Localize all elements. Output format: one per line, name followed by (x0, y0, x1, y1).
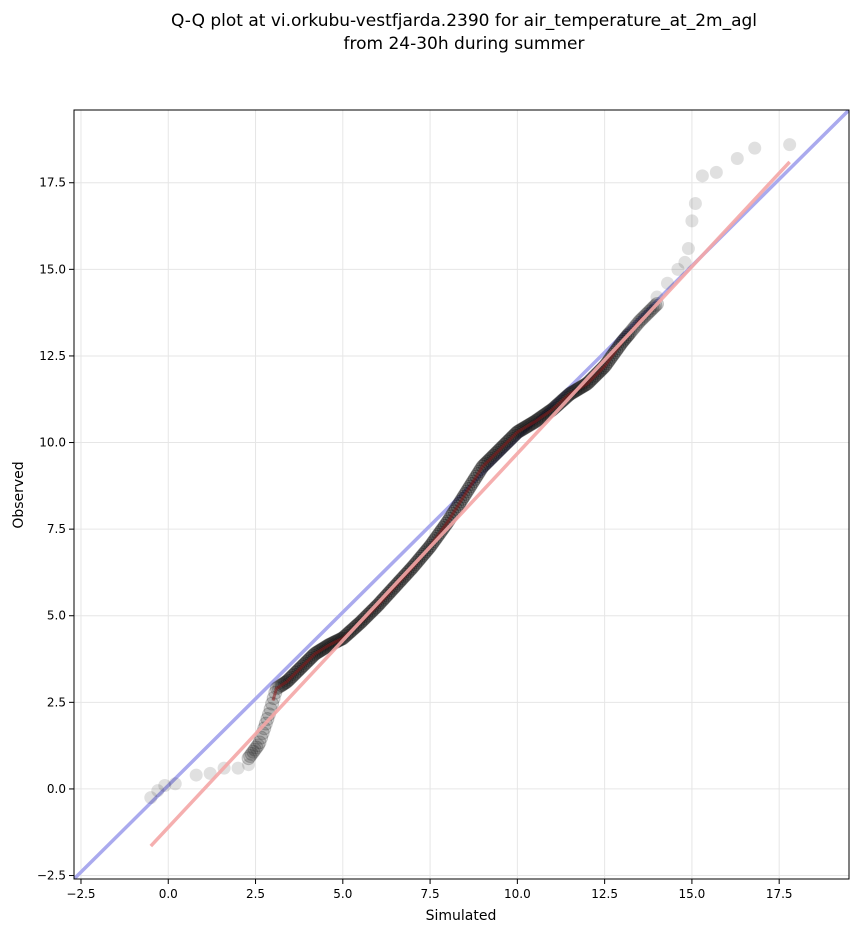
quantile-point (244, 746, 259, 761)
tail-point (158, 778, 172, 792)
x-tick-label: 0.0 (159, 887, 178, 901)
quantile-point (250, 738, 265, 753)
chart-title-line2: from 24-30h during summer (344, 34, 585, 54)
tail-point (688, 197, 702, 211)
tail-point (695, 169, 709, 183)
tail-point (685, 214, 699, 228)
y-tick-label: 5.0 (47, 609, 66, 623)
quantile-point (257, 721, 272, 736)
tail-point (671, 262, 685, 276)
y-tick-label: 10.0 (39, 436, 66, 450)
tail-point (144, 791, 158, 805)
tail-point (678, 255, 692, 269)
y-tick-label: 17.5 (39, 176, 66, 190)
fit-line (149, 160, 791, 848)
y-tick-label: 12.5 (39, 349, 66, 363)
quantile-point (254, 730, 269, 745)
y-axis-ticks: −2.5 0.0 2.5 5.0 7.5 10.0 12.5 15.0 17.5 (37, 176, 74, 883)
tail-point (242, 758, 256, 772)
quantile-point (243, 749, 258, 764)
y-tick-label: 0.0 (47, 782, 66, 796)
tail-point (709, 165, 723, 179)
tail-point (783, 138, 797, 152)
plot-area (74, 110, 849, 879)
x-tick-label: −2.5 (66, 887, 95, 901)
quantile-point (241, 751, 256, 766)
y-tick-label: 7.5 (47, 522, 66, 536)
x-axis-ticks: −2.5 0.0 2.5 5.0 7.5 10.0 12.5 15.0 17.5 (66, 879, 793, 901)
tail-point (151, 784, 165, 798)
x-tick-label: 10.0 (504, 887, 531, 901)
quantile-point (246, 744, 261, 759)
x-tick-label: 7.5 (421, 887, 440, 901)
tail-point (231, 761, 245, 775)
x-tick-label: 5.0 (333, 887, 352, 901)
x-tick-label: 12.5 (591, 887, 618, 901)
y-tick-label: 15.0 (39, 262, 66, 276)
quantile-point (265, 696, 280, 711)
quantile-point (249, 740, 264, 755)
tail-point (189, 768, 203, 782)
tail-point (660, 276, 674, 290)
tail-point (168, 777, 182, 791)
x-tick-label: 15.0 (679, 887, 706, 901)
x-tick-label: 17.5 (766, 887, 793, 901)
y-axis-label: Observed (11, 461, 27, 528)
plot-frame (73, 109, 850, 880)
quantile-point (252, 735, 267, 750)
x-axis-label: Simulated (426, 908, 497, 924)
quantile-point (247, 742, 262, 757)
tail-point (730, 151, 744, 165)
x-tick-label: 2.5 (246, 887, 265, 901)
y-tick-label: −2.5 (37, 869, 66, 883)
tail-point (748, 141, 762, 155)
y-tick-label: 2.5 (47, 695, 66, 709)
chart-title-line1: Q-Q plot at vi.orkubu-vestfjarda.2390 fo… (171, 11, 757, 31)
tail-point (681, 242, 695, 256)
